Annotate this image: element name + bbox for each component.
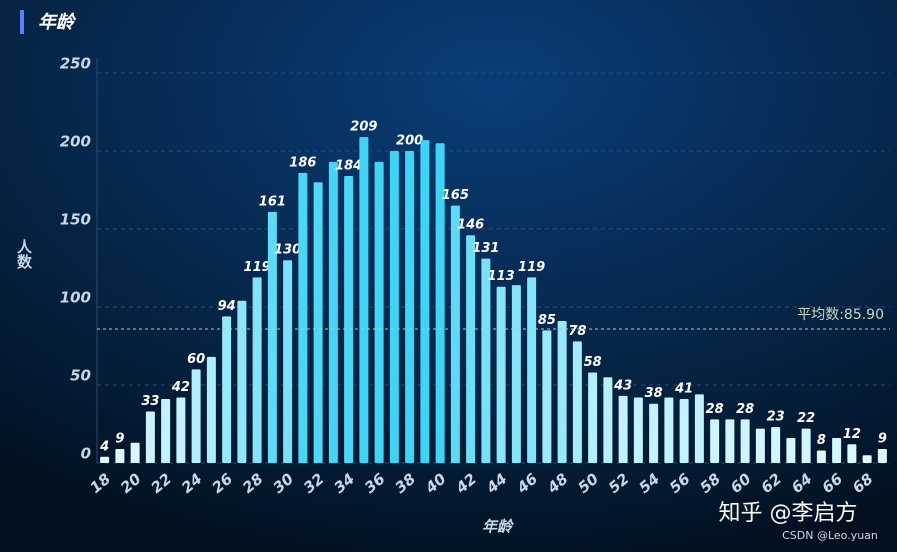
value-label: 33 <box>141 394 159 409</box>
value-label: 119 <box>244 260 271 275</box>
x-axis-label: 年龄 <box>482 518 514 536</box>
y-tick-label: 0 <box>81 445 91 463</box>
value-label: 131 <box>472 241 499 256</box>
bar <box>694 394 704 463</box>
value-label: 58 <box>584 355 602 370</box>
value-label: 22 <box>797 411 815 426</box>
bar <box>786 438 796 463</box>
bar <box>542 330 552 463</box>
value-label: 41 <box>674 382 693 397</box>
bar <box>801 428 811 463</box>
bar <box>862 455 872 463</box>
bar <box>313 182 323 463</box>
value-label: 9 <box>115 431 124 446</box>
bar <box>176 397 186 463</box>
value-label: 8 <box>817 433 826 448</box>
bar <box>435 143 445 463</box>
chart-title: 年龄 <box>38 12 77 33</box>
value-label: 38 <box>645 386 663 401</box>
bar <box>237 300 247 463</box>
y-tick-label: 150 <box>60 211 91 229</box>
y-tick-label: 100 <box>60 289 91 307</box>
title-bar <box>20 10 24 34</box>
value-label: 119 <box>518 260 545 275</box>
bar <box>588 372 598 463</box>
y-tick-label: 50 <box>70 367 91 385</box>
bar <box>572 341 582 463</box>
bar <box>115 448 125 463</box>
value-label: 9 <box>878 431 887 446</box>
value-label: 12 <box>843 427 861 442</box>
bar <box>725 419 735 463</box>
value-label: 60 <box>187 352 205 367</box>
mean-label: 平均数:85.90 <box>797 307 884 323</box>
bar <box>206 356 216 463</box>
watermark: CSDN @Leo.yuan <box>782 529 878 542</box>
watermark: 知乎 @李启方 <box>719 501 858 526</box>
bar <box>100 456 110 463</box>
bar <box>222 316 232 463</box>
value-label: 42 <box>171 380 190 395</box>
value-label: 165 <box>442 188 469 203</box>
bar <box>450 205 460 463</box>
value-label: 184 <box>335 158 362 173</box>
y-tick-label: 200 <box>60 133 91 151</box>
bar <box>267 211 277 463</box>
bar <box>420 140 430 463</box>
y-tick-label: 250 <box>60 55 91 73</box>
bar <box>283 260 293 463</box>
bar <box>466 235 476 463</box>
value-label: 4 <box>99 439 109 454</box>
bar <box>389 151 399 463</box>
value-label: 161 <box>259 194 286 209</box>
value-label: 200 <box>396 134 423 149</box>
bar <box>496 286 506 463</box>
bar <box>405 151 415 463</box>
value-label: 209 <box>350 119 377 134</box>
bar <box>145 411 155 463</box>
bar <box>618 395 628 463</box>
value-label: 43 <box>613 378 632 393</box>
bar <box>816 450 826 463</box>
bar <box>344 175 354 463</box>
bar <box>298 172 308 463</box>
value-label: 94 <box>218 299 236 314</box>
bar <box>527 277 537 463</box>
bar <box>481 258 491 463</box>
bar <box>832 438 842 463</box>
bar <box>359 136 369 463</box>
bar <box>877 448 887 463</box>
value-label: 146 <box>457 218 484 233</box>
y-axis-label: 人数 <box>15 239 33 270</box>
bar <box>755 428 765 463</box>
bar <box>603 377 613 463</box>
bar <box>557 321 567 463</box>
bar <box>374 161 384 464</box>
bar <box>771 427 781 463</box>
bar <box>191 369 201 463</box>
bar <box>664 397 674 463</box>
bar <box>252 277 262 463</box>
value-label: 23 <box>767 410 785 425</box>
bar <box>847 444 857 463</box>
bar <box>679 399 689 463</box>
bar <box>710 419 720 463</box>
bar <box>740 419 750 463</box>
value-label: 186 <box>289 155 316 170</box>
value-label: 28 <box>706 402 724 417</box>
value-label: 78 <box>568 324 586 339</box>
value-label: 130 <box>274 243 301 258</box>
bar <box>130 442 140 463</box>
value-label: 85 <box>538 313 556 328</box>
bar <box>161 399 171 463</box>
value-label: 28 <box>736 402 754 417</box>
bar <box>511 285 521 463</box>
bar <box>633 397 643 463</box>
value-label: 113 <box>488 269 515 284</box>
bar <box>328 161 338 464</box>
bar <box>649 403 659 463</box>
